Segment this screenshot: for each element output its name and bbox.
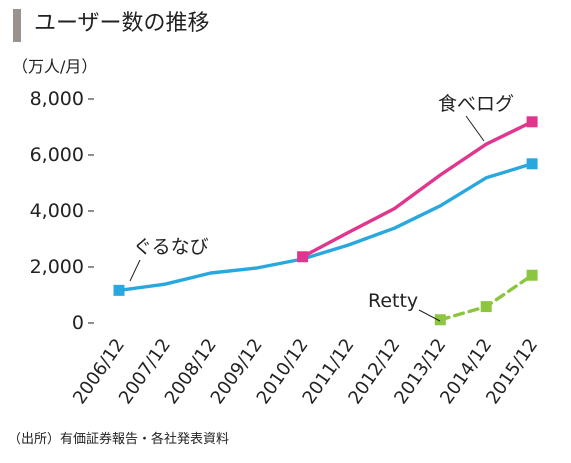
source-note: （出所）有価証券報告・各社発表資料 — [8, 432, 230, 447]
series-line — [300, 120, 534, 259]
series-line — [117, 162, 534, 293]
series-point-marker — [434, 314, 446, 326]
series-label: ぐるなび — [133, 236, 209, 258]
series-3 — [434, 269, 538, 326]
series-label-leader — [465, 115, 485, 142]
series-point-marker — [526, 116, 538, 128]
series-1 — [113, 158, 538, 296]
y-axis-unit-label: （万人/月） — [12, 57, 97, 76]
y-tick-label: 6,000 — [30, 144, 84, 166]
series-point-marker — [297, 251, 309, 263]
series-2 — [297, 116, 538, 263]
y-tick-label: 0 — [72, 312, 84, 334]
y-tick-label: 2,000 — [30, 256, 84, 278]
series-label: 食べログ — [438, 93, 514, 115]
series-label: Retty — [368, 290, 418, 312]
series-point-marker — [526, 158, 538, 170]
series-label-layer: ぐるなび 食べログ Retty — [129, 93, 514, 322]
series-label-leader — [418, 309, 441, 322]
series-point-marker — [526, 269, 538, 281]
series-point-marker — [480, 301, 492, 313]
series-point-marker — [113, 284, 125, 296]
y-tick-label: 4,000 — [30, 200, 84, 222]
series-line — [438, 273, 534, 322]
y-axis: （万人/月） 0 2,000 4,000 6,000 8,000 — [12, 57, 97, 334]
y-tick-label: 8,000 — [30, 88, 84, 110]
chart-title: ユーザー数の推移 — [34, 11, 210, 36]
series-label-leader — [129, 259, 141, 282]
x-axis: 2006/122007/122008/122009/122010/122011/… — [69, 335, 542, 408]
series-layer — [113, 116, 538, 326]
title-accent-bar — [13, 9, 21, 42]
